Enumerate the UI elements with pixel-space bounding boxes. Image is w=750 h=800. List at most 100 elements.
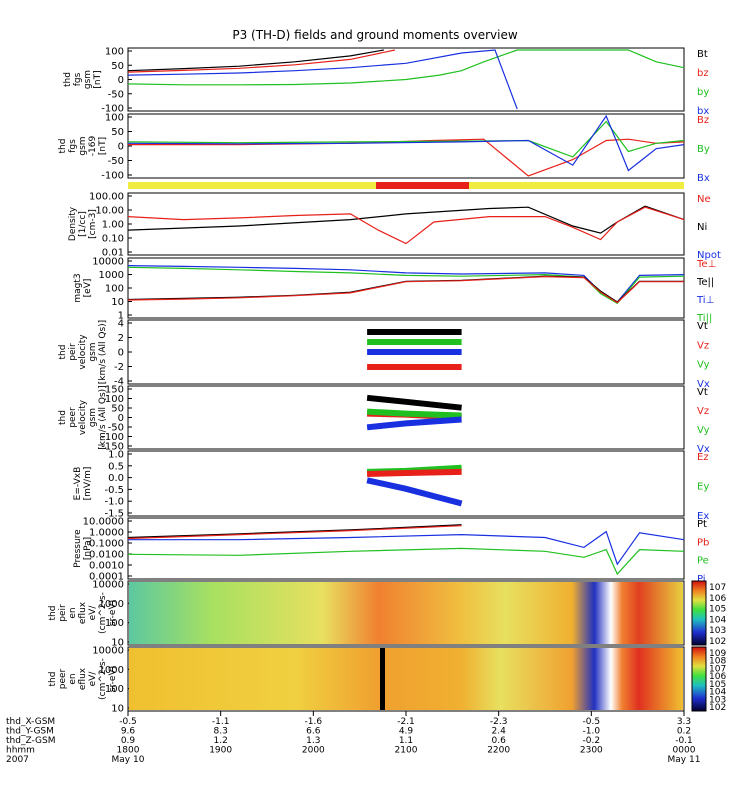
colorbar-label: 108 <box>709 657 726 667</box>
series-line-Vy <box>366 408 462 419</box>
xtick-label: 6.6 <box>306 727 321 737</box>
ylabel-fgs169: thd <box>58 139 68 154</box>
legend-entry: Ne <box>697 194 711 205</box>
xtick-label: 2200 <box>487 746 510 756</box>
colorbar-label: 103 <box>709 626 726 636</box>
legend-entry: bz <box>697 68 709 79</box>
chart-title: P3 (TH-D) fields and ground moments over… <box>232 28 518 42</box>
series-line-Pe <box>127 547 685 576</box>
legend-entry: Ez <box>697 452 709 463</box>
ylabel-pressure: [nPa] <box>83 537 93 560</box>
legend-entry: Vz <box>697 340 709 351</box>
xtick-label: 1.1 <box>399 736 413 746</box>
legend-entry: Pb <box>697 537 709 548</box>
ylabel-peer: peer <box>68 407 78 428</box>
legend-entry: Pe <box>697 556 709 567</box>
ylabel-peir: [km/s (All Qs)] <box>98 320 108 384</box>
ytick-pressure: 0.0010 <box>89 561 124 572</box>
colorbar-label: 106 <box>709 594 726 604</box>
colorbar-peir_spec <box>691 580 707 646</box>
ytick-peer: 150 <box>105 385 124 396</box>
legend-entry: Bx <box>697 173 710 184</box>
spectrogram-gap <box>380 648 385 710</box>
colorbar-label: 105 <box>709 605 726 615</box>
ytick-peir: -2 <box>114 362 124 373</box>
xtick-label: 9.6 <box>121 727 136 737</box>
legend-entry: Vy <box>697 360 710 371</box>
legend-entry: By <box>697 144 710 155</box>
colorbar-label: 103 <box>709 695 726 705</box>
xtick-label: 1.3 <box>306 736 320 746</box>
legend-entry: Bz <box>697 115 709 126</box>
series-line-Pb <box>127 525 462 540</box>
ytick-temp: 10000 <box>92 257 124 268</box>
ylabel-temp: magt3 <box>73 273 83 302</box>
series-line-by <box>127 49 685 86</box>
ytick-peir_spec: 100 <box>105 618 124 629</box>
colorbar-label: 109 <box>709 649 726 659</box>
ytick-peer: -150 <box>101 442 124 453</box>
ytick-fgs: -50 <box>108 89 124 100</box>
ylabel-temp: [eV] <box>83 279 93 298</box>
legend-entry: Npot <box>697 250 721 261</box>
colorbar-label: 104 <box>709 688 726 698</box>
ytick-peer: -50 <box>108 423 124 434</box>
legend-entry: Ti|| <box>696 313 712 324</box>
xtick-label: 8.3 <box>214 727 228 737</box>
colorbar-label: 102 <box>709 637 726 647</box>
ylabel-peir: peir <box>68 343 78 361</box>
ylabel-peer_spec: eV/ <box>88 671 98 687</box>
ytick-density: 10.00 <box>95 206 124 217</box>
legend-entry: by <box>697 87 709 98</box>
xtick-label: 1900 <box>209 746 232 756</box>
legend-entry: Vt <box>697 387 708 398</box>
xtick-label: 2100 <box>395 746 418 756</box>
ylabel-peer_spec: thd <box>48 672 58 687</box>
colorbar-peer_spec <box>691 646 707 712</box>
ylabel-efield: E=-VxB <box>73 467 83 501</box>
xtick-label: 0.6 <box>492 736 507 746</box>
ytick-peir_spec: 1000 <box>99 599 124 610</box>
spectrogram-peer_spec <box>129 648 683 710</box>
ylabel-peir_spec: en <box>68 607 78 618</box>
legend-entry: Ti⊥ <box>696 295 714 306</box>
ytick-temp: 10 <box>111 297 124 308</box>
ytick-pressure: 10.0000 <box>83 517 124 528</box>
ytick-fgs169: -100 <box>101 171 124 182</box>
xtick-label: -0.2 <box>583 736 601 746</box>
ylabel-peer_spec: (cm^2-s- <box>98 658 108 700</box>
spectrogram-peir_spec <box>129 582 683 644</box>
ytick-fgs169: 0 <box>118 142 124 153</box>
ylabel-peir_spec: eV/ <box>88 605 98 621</box>
legend-entry: Ni <box>697 222 707 233</box>
ylabel-efield: [mV/m] <box>83 467 93 501</box>
ylabel-fgs169: -169 <box>88 136 98 157</box>
xtick-label: 0.2 <box>677 727 691 737</box>
ytick-fgs169: 50 <box>111 127 124 138</box>
legend-entry: Vx <box>697 379 710 390</box>
ylabel-fgs: fgs <box>73 72 83 86</box>
ylabel-peir_spec: thd <box>48 606 58 621</box>
ytick-peer: 50 <box>111 404 124 415</box>
ytick-fgs169: -50 <box>108 156 124 167</box>
series-line-Te⊥ <box>127 275 684 304</box>
ytick-peer: 100 <box>105 394 124 405</box>
ylabel-density: [1/cc] <box>78 211 88 237</box>
xtick-label: -1.0 <box>583 727 601 737</box>
ytick-peer: 0 <box>118 413 124 424</box>
ytick-peer_spec: 100 <box>105 684 124 695</box>
series-line-Vt <box>366 394 462 411</box>
ytick-peir: 4 <box>118 319 124 330</box>
series-line-Bx <box>127 114 685 172</box>
xtick-label: 1.2 <box>214 736 228 746</box>
ylabel-pressure: Pressure <box>73 529 83 568</box>
ytick-density: 1.00 <box>102 220 124 231</box>
ytick-temp: 100 <box>105 284 124 295</box>
ytick-pressure: 1.0000 <box>89 528 124 539</box>
ytick-pressure: 0.0100 <box>89 550 124 561</box>
ylabel-peer_spec: en <box>68 673 78 684</box>
xtick-label: -1.6 <box>305 717 323 727</box>
xtick-label: -2.3 <box>490 717 508 727</box>
ylabel-peer_spec: sr-eV) <box>108 666 118 692</box>
